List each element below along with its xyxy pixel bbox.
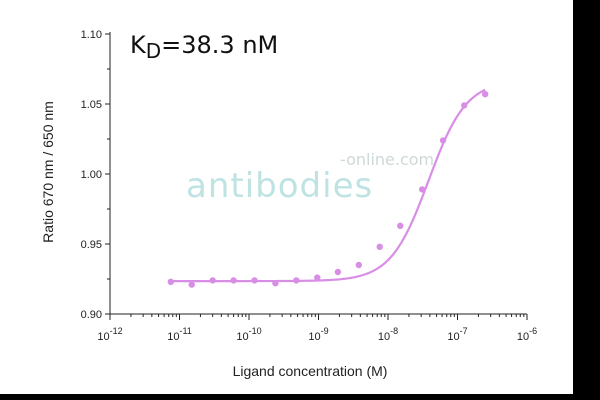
x-tick-exponent: -7 — [460, 326, 468, 336]
x-tick-exponent: -11 — [179, 326, 191, 336]
x-tick-label: 10-10 — [236, 326, 261, 343]
data-point — [481, 91, 489, 98]
watermark-suffix: -online.com — [340, 150, 434, 169]
data-point — [376, 243, 383, 250]
fit-curve-group — [170, 88, 486, 283]
data-point — [418, 186, 426, 193]
y-tick-label: 1.00 — [81, 169, 102, 181]
x-tick-exponent: -8 — [390, 326, 398, 336]
data-point — [355, 261, 362, 269]
data-point — [461, 102, 468, 109]
y-tick-label: 1.05 — [81, 99, 102, 111]
data-point — [230, 277, 237, 284]
chart-frame: antibodies -online.com 0.90 0.95 1.00 1.05 1… — [0, 0, 573, 394]
x-tick-exponent: -9 — [321, 326, 329, 336]
y-tick-label: 0.95 — [81, 239, 102, 251]
fit-curve — [170, 88, 486, 283]
data-point — [314, 274, 321, 281]
data-point — [209, 277, 216, 284]
x-tick-base: 10 — [378, 331, 390, 343]
x-tick-label: 10-8 — [378, 326, 398, 343]
x-tick-base: 10 — [236, 331, 248, 343]
kd-value: =38.3 nM — [161, 31, 278, 59]
watermark: antibodies -online.com — [186, 150, 434, 206]
y-tick-label: 0.90 — [81, 309, 102, 321]
x-tick-exponent: -12 — [110, 326, 123, 336]
data-points — [167, 91, 489, 288]
kd-annotation: KD=38.3 nM — [130, 31, 278, 63]
x-tick-label: 10-12 — [97, 326, 122, 343]
data-point — [439, 137, 447, 144]
data-point — [272, 280, 279, 287]
x-tick-label: 10-11 — [167, 326, 192, 343]
x-tick-base: 10 — [517, 331, 529, 343]
watermark-main: antibodies — [186, 166, 373, 206]
x-tick-label: 10-7 — [447, 326, 467, 343]
x-tick-label: 10-6 — [517, 326, 537, 343]
x-tick-label: 10-9 — [308, 326, 328, 343]
x-tick-exponent: -10 — [249, 326, 262, 336]
x-axis-title: Ligand concentration (M) — [233, 363, 388, 379]
data-point — [188, 281, 195, 288]
kd-subscript: D — [146, 39, 161, 63]
x-tick-base: 10 — [97, 331, 109, 343]
x-tick-base: 10 — [308, 331, 320, 343]
data-point — [251, 277, 258, 284]
x-tick-exponent: -6 — [529, 326, 537, 336]
data-point — [293, 277, 300, 284]
x-axis-ticks: 10-12 10-11 10-10 10-9 10-8 10-7 10-6 — [97, 314, 537, 343]
x-tick-base: 10 — [447, 331, 459, 343]
y-tick-label: 1.10 — [81, 29, 102, 41]
data-point — [334, 268, 342, 276]
data-point — [397, 222, 404, 229]
binding-curve-chart: antibodies -online.com 0.90 0.95 1.00 1.05 1… — [40, 29, 537, 379]
y-axis-ticks: 0.90 0.95 1.00 1.05 1.10 — [81, 29, 110, 321]
data-point — [167, 278, 175, 285]
x-tick-base: 10 — [167, 331, 179, 343]
kd-letter: K — [130, 31, 147, 59]
y-axis-title: Ratio 670 nm / 650 nm — [40, 101, 56, 243]
